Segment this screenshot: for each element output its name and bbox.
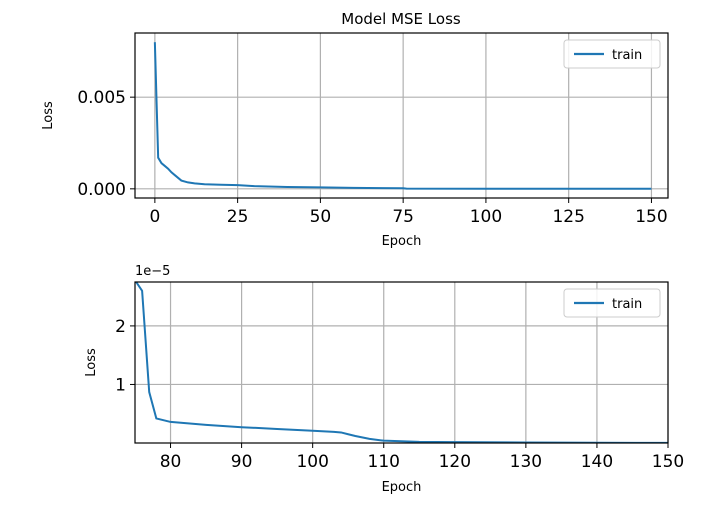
axis-offset-text: 1e−5 — [135, 264, 170, 279]
x-tick-label: 90 — [231, 452, 253, 472]
x-tick-label: 150 — [652, 452, 684, 472]
x-tick-label: 140 — [581, 452, 613, 472]
x-tick-label: 50 — [310, 207, 332, 227]
y-axis-label: Loss — [84, 348, 99, 377]
legend-box — [563, 39, 661, 69]
y-axis-label: Loss — [41, 101, 56, 130]
x-tick-label: 100 — [470, 207, 502, 227]
axes-frame — [134, 281, 669, 444]
x-tick-label: 120 — [439, 452, 471, 472]
y-tick-label: 2 — [115, 317, 126, 337]
x-tick-label: 80 — [160, 452, 182, 472]
chart-title: Model MSE Loss — [341, 10, 461, 28]
series-line-train — [153, 42, 652, 190]
x-tick-label: 0 — [149, 207, 160, 227]
y-tick-label: 0.000 — [77, 180, 126, 200]
series-line-train — [135, 282, 668, 443]
x-tick-label: 110 — [368, 452, 400, 472]
legend: train — [563, 39, 661, 69]
x-tick-label: 150 — [635, 207, 667, 227]
legend-box — [563, 288, 661, 318]
axes-frame — [134, 32, 669, 199]
legend: train — [563, 288, 661, 318]
x-axis-label: Epoch — [382, 480, 422, 495]
x-axis-label: Epoch — [382, 234, 422, 249]
legend-label: train — [612, 297, 642, 312]
x-tick-label: 25 — [227, 207, 249, 227]
x-tick-label: 100 — [296, 452, 328, 472]
x-tick-label: 75 — [392, 207, 414, 227]
x-tick-label: 125 — [552, 207, 584, 227]
y-tick-label: 0.005 — [77, 88, 126, 108]
x-tick-label: 130 — [510, 452, 542, 472]
bottom-plot: 80 90 100 110 120 130 140 150 1 2 Epoch Loss 1e−5 tra… — [84, 264, 684, 495]
y-tick-label: 1 — [115, 375, 126, 395]
legend-label: train — [612, 48, 642, 63]
top-plot: 0 25 50 75 100 125 150 0.000 0.005 Epoch Loss train — [41, 32, 669, 249]
